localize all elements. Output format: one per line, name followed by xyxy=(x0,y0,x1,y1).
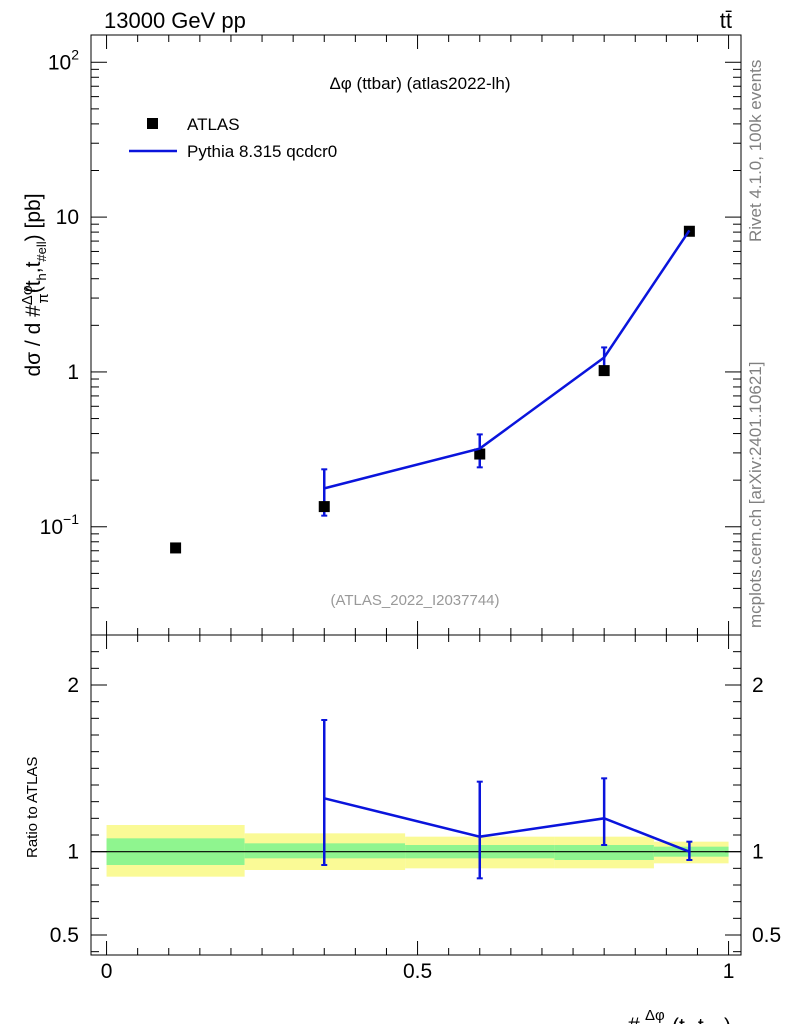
energy-label: 13000 GeV pp xyxy=(104,8,246,33)
mcplots-site-text: mcplots.cern.ch [arXiv:2401.10621] xyxy=(746,362,765,628)
svg-text:#: # xyxy=(628,1014,640,1024)
rivet-version-text: Rivet 4.1.0, 100k events xyxy=(746,60,765,242)
ratio-y-axis-label: Ratio to ATLAS xyxy=(24,757,41,858)
atlas-data-point xyxy=(318,501,330,513)
chart-marks: 0 0.5 1 10−1 1 10 102 0.5 0.5 1 1 2 2 xyxy=(40,35,781,983)
ratio-tick-label-right: 2 xyxy=(752,674,764,697)
y-tick-label: 1 xyxy=(67,361,79,384)
atlas-data-point xyxy=(474,448,486,460)
legend-marker-atlas xyxy=(147,118,158,129)
x-axis-label: # Δφ π (th,t#ell) xyxy=(628,1007,731,1024)
legend-label-atlas: ATLAS xyxy=(187,115,240,134)
ratio-tick-label-right: 0.5 xyxy=(752,924,781,947)
mc-line xyxy=(323,229,691,490)
x-tick-label: 0.5 xyxy=(403,960,432,983)
legend-label-pythia: Pythia 8.315 qcdcr0 xyxy=(187,142,337,161)
svg-text:(th,t#ell): (th,t#ell) xyxy=(672,1015,731,1024)
analysis-watermark: (ATLAS_2022_I2037744) xyxy=(330,592,499,609)
y-tick-label: 10 xyxy=(56,206,79,229)
ratio-plot-frame xyxy=(90,634,742,956)
ratio-band-inner xyxy=(554,845,654,860)
ratio-tick-label-left: 1 xyxy=(67,841,79,864)
ratio-mc-line xyxy=(323,797,690,853)
process-label: tt̄ xyxy=(720,8,732,33)
y-axis-label: dσ / d #Δφπ(th,t#ell) [pb] xyxy=(19,193,52,376)
ratio-tick-label-left: 0.5 xyxy=(50,924,79,947)
atlas-data-point xyxy=(170,542,182,554)
y-tick-label: 102 xyxy=(48,46,79,74)
ratio-tick-label-left: 2 xyxy=(67,674,79,697)
chart-title: Δφ (ttbar) (atlas2022-lh) xyxy=(329,74,510,93)
ratio-tick-label-right: 1 xyxy=(752,841,764,864)
x-tick-label: 1 xyxy=(723,960,735,983)
x-tick-label: 0 xyxy=(101,960,113,983)
atlas-data-point xyxy=(598,365,610,377)
y-tick-label: 10−1 xyxy=(40,511,80,539)
svg-text:Δφ: Δφ xyxy=(645,1007,665,1024)
svg-text:dσ / d #Δφπ(th,t#ell) [pb]: dσ / d #Δφπ(th,t#ell) [pb] xyxy=(19,193,52,376)
